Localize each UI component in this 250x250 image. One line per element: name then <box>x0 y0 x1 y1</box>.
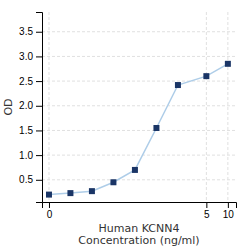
x-tick-mark <box>228 202 229 208</box>
y-tick-label: 3.0 <box>19 51 33 62</box>
x-tick: 5 <box>204 202 210 220</box>
y-tick-label: 0.5 <box>19 174 33 185</box>
y-axis-line <box>36 13 43 203</box>
point <box>110 179 116 185</box>
y-tick: 2.0 <box>19 100 42 111</box>
marks <box>46 61 231 198</box>
x-axis-title: Concentration (ng/ml) <box>78 234 199 247</box>
grid-line <box>206 12 207 202</box>
y-tick-mark <box>36 130 42 131</box>
grid-line <box>42 56 236 57</box>
y-tick-mark <box>36 155 42 156</box>
y-tick: 3.5 <box>19 26 42 37</box>
point <box>67 190 73 196</box>
x-tick: 10 <box>223 202 235 220</box>
y-tick-mark <box>36 56 42 57</box>
grid-line <box>42 179 236 180</box>
y-tick: 1.5 <box>19 125 42 136</box>
y-tick-mark <box>36 81 42 82</box>
x-tick-label: 10 <box>223 209 235 220</box>
grid-line <box>42 155 236 156</box>
y-tick: 0.5 <box>19 174 42 185</box>
grid-line <box>42 31 236 32</box>
point <box>89 188 95 194</box>
y-tick: 3.0 <box>19 51 42 62</box>
grid-line <box>42 105 236 106</box>
y-tick-mark <box>36 180 42 181</box>
chart: 05100.51.01.52.02.53.03.5Human KCNN4Conc… <box>0 0 250 250</box>
y-axis: 0.5 1.0 1.5 2.0 2.5 3.0 3.5 <box>19 13 42 203</box>
point <box>132 167 138 173</box>
y-tick-label: 2.0 <box>19 100 33 111</box>
x-tick-mark <box>206 202 207 208</box>
point <box>225 61 231 67</box>
y-tick: 2.5 <box>19 76 42 87</box>
y-tick-label: 3.5 <box>19 26 33 37</box>
line <box>49 64 228 195</box>
y-tick-mark <box>36 32 42 33</box>
grid-line <box>227 12 228 202</box>
point <box>175 82 181 88</box>
point <box>203 73 209 79</box>
x-axis-line <box>43 203 237 209</box>
grid-line <box>42 81 236 82</box>
point <box>153 125 159 131</box>
y-tick-label: 1.0 <box>19 150 33 161</box>
y-tick: 1.0 <box>19 150 42 161</box>
y-tick-mark <box>36 106 42 107</box>
point <box>46 192 52 198</box>
y-tick-label: 2.5 <box>19 76 33 87</box>
x-tick: 0 <box>47 202 53 220</box>
grid-line <box>42 130 236 131</box>
x-axis: 0 5 10 <box>43 202 237 220</box>
y-axis-title: OD <box>2 98 15 115</box>
plot-area: 0 5 10 0.5 1.0 1.5 2.0 2.5 3.0 3.5 <box>19 12 236 220</box>
grid <box>42 12 236 202</box>
x-tick-label: 5 <box>204 209 210 220</box>
x-tick-label: 0 <box>47 209 53 220</box>
y-tick-label: 1.5 <box>19 125 33 136</box>
x-tick-mark <box>49 202 50 208</box>
grid-line <box>48 12 49 202</box>
